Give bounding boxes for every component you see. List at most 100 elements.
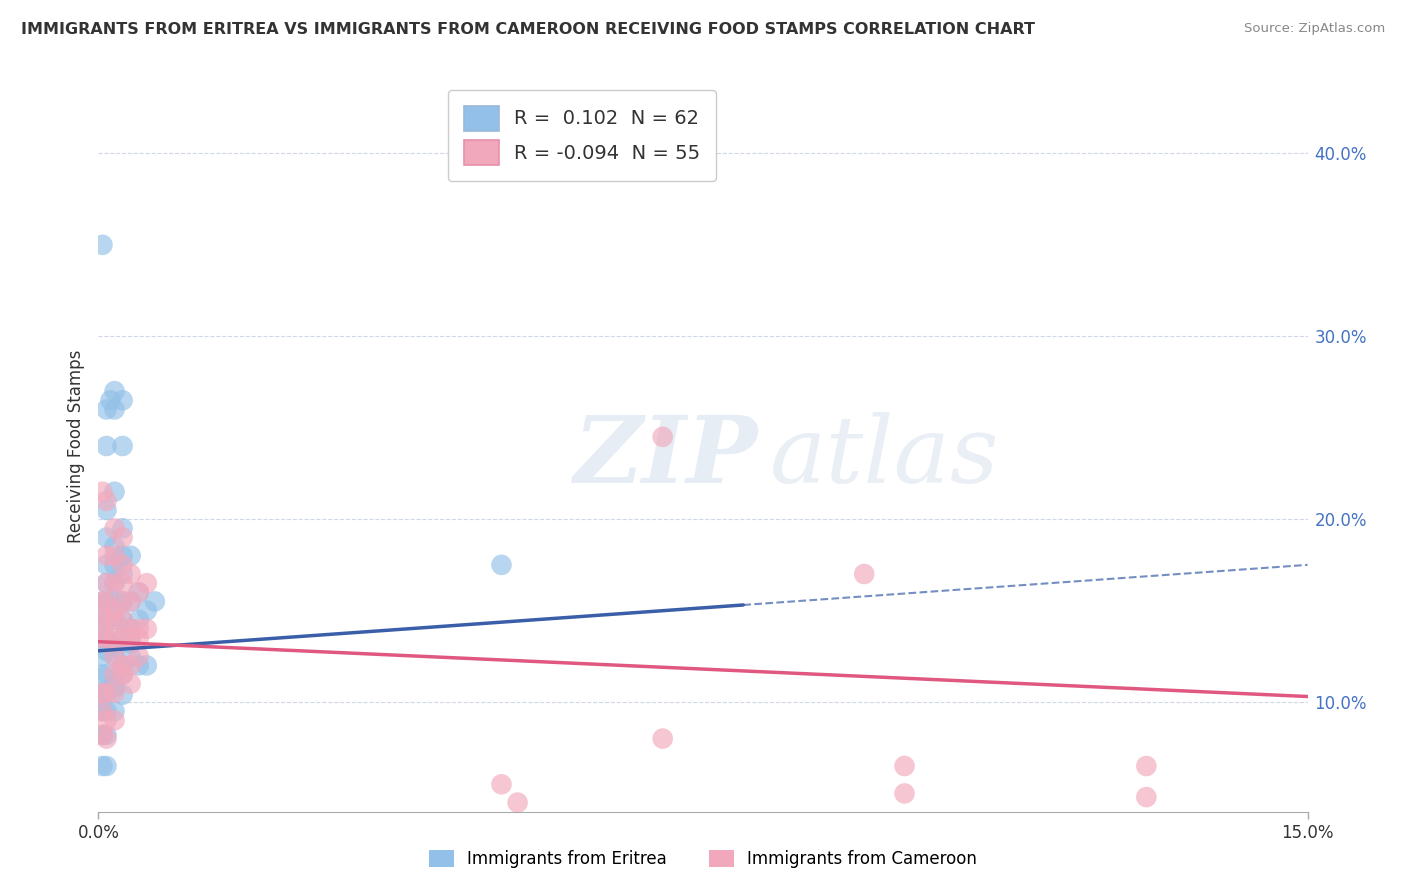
Point [91,686,114,700]
Point [91,613,114,627]
Point [128,649,150,664]
Point [135,658,157,673]
Point [491,777,513,791]
Point [96,402,118,417]
Point [120,622,142,636]
Point [96,731,118,746]
Point [120,594,142,608]
Point [103,521,125,535]
Point [103,640,125,655]
Point [103,613,125,627]
Point [135,576,157,591]
Text: atlas: atlas [769,412,1000,502]
Point [103,649,125,664]
Point [111,667,134,681]
Point [491,558,513,572]
Point [96,558,118,572]
Point [91,728,114,742]
Point [96,644,118,658]
Point [111,439,134,453]
Point [103,681,125,695]
Point [91,631,114,645]
Point [91,613,114,627]
Point [96,594,118,608]
Point [91,704,114,718]
Point [103,402,125,417]
Point [143,594,166,608]
Point [120,649,142,664]
Point [96,503,118,517]
Point [120,594,142,608]
Point [96,728,118,742]
Point [120,549,142,563]
Point [506,796,529,810]
Point [96,714,118,728]
Point [91,484,114,499]
Point [120,676,142,690]
Point [651,430,673,444]
Point [111,576,134,591]
Point [128,613,150,627]
Point [111,613,134,627]
Point [96,704,118,718]
Point [128,585,150,599]
Point [103,549,125,563]
Point [111,549,134,563]
Point [103,603,125,617]
Text: Source: ZipAtlas.com: Source: ZipAtlas.com [1244,22,1385,36]
Point [103,558,125,572]
Point [111,613,134,627]
Point [103,649,125,664]
Point [91,594,114,608]
Point [96,594,118,608]
Point [893,787,915,801]
Legend: Immigrants from Eritrea, Immigrants from Cameroon: Immigrants from Eritrea, Immigrants from… [422,843,984,875]
Point [111,688,134,702]
Point [96,759,118,773]
Point [91,649,114,664]
Point [103,673,125,687]
Point [91,667,114,681]
Point [91,759,114,773]
Point [96,686,118,700]
Point [111,567,134,582]
Point [96,667,118,681]
Point [111,594,134,608]
Point [120,636,142,650]
Point [100,393,122,408]
Point [103,714,125,728]
Point [96,631,118,645]
Point [91,631,114,645]
Legend: R =  0.102  N = 62, R = -0.094  N = 55: R = 0.102 N = 62, R = -0.094 N = 55 [449,90,716,181]
Point [96,613,118,627]
Y-axis label: Receiving Food Stamps: Receiving Food Stamps [66,350,84,542]
Point [111,530,134,544]
Point [91,238,114,252]
Point [103,576,125,591]
Point [120,622,142,636]
Point [103,384,125,398]
Text: IMMIGRANTS FROM ERITREA VS IMMIGRANTS FROM CAMEROON RECEIVING FOOD STAMPS CORREL: IMMIGRANTS FROM ERITREA VS IMMIGRANTS FR… [21,22,1035,37]
Point [853,567,876,582]
Point [111,558,134,572]
Point [103,667,125,681]
Text: ZIP: ZIP [574,412,758,502]
Point [651,731,673,746]
Point [103,686,125,700]
Point [96,530,118,544]
Point [128,585,150,599]
Point [128,658,150,673]
Point [120,658,142,673]
Point [96,494,118,508]
Point [111,521,134,535]
Point [111,658,134,673]
Point [120,567,142,582]
Point [111,631,134,645]
Point [96,613,118,627]
Point [103,576,125,591]
Point [91,594,114,608]
Point [91,686,114,700]
Point [135,622,157,636]
Point [111,667,134,681]
Point [111,631,134,645]
